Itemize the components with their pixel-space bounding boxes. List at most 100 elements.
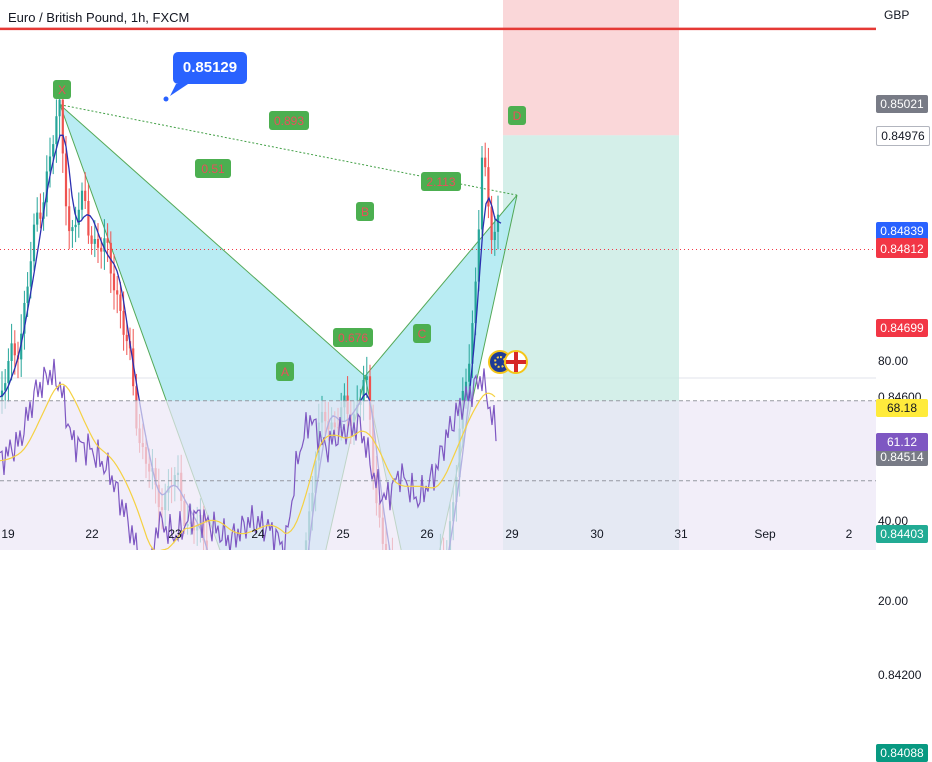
candle-body — [7, 360, 10, 384]
pattern-label-text: 0.51 — [201, 162, 225, 176]
gb-flag-icon[interactable] — [504, 350, 528, 374]
candle-body — [490, 206, 493, 241]
pattern-label-D: D — [508, 106, 526, 125]
candle-body — [74, 224, 77, 228]
candle-body — [116, 290, 119, 295]
candle-body — [493, 231, 496, 241]
pattern-label-0.893: 0.893 — [269, 111, 309, 130]
pattern-label-box — [356, 202, 374, 221]
time-tick: 19 — [1, 527, 15, 541]
pattern-label-0.676: 0.676 — [333, 328, 373, 347]
rsi-tag: 80.00 — [878, 353, 909, 368]
pattern-label-box — [53, 80, 71, 99]
time-tick: 22 — [85, 527, 99, 541]
price-tag: 0.84812 — [876, 240, 928, 259]
candle-body — [87, 200, 90, 236]
time-tick: 30 — [590, 527, 604, 541]
candle-body — [484, 157, 487, 168]
pattern-label-C: C — [413, 324, 431, 343]
candle-body — [468, 363, 471, 382]
candle-body — [64, 153, 68, 207]
candle-body — [10, 343, 13, 361]
pattern-label-text: D — [513, 109, 522, 123]
pattern-label-box — [333, 328, 373, 347]
time-tick: Sep — [754, 527, 776, 541]
price-tag: 0.84088 — [876, 744, 928, 762]
candle-body — [487, 167, 490, 207]
candle-body — [55, 116, 58, 145]
candle-body — [103, 238, 106, 252]
candle-body — [100, 247, 103, 252]
candle-body — [71, 227, 74, 232]
callout-pointer — [170, 84, 188, 96]
pattern-label-text: B — [361, 205, 369, 219]
price-tag: 0.84699 — [876, 319, 928, 338]
callout-anchor — [163, 96, 169, 102]
pattern-label-0.51: 0.51 — [195, 159, 231, 178]
candle-body — [125, 334, 128, 342]
pattern-label-box — [508, 106, 526, 125]
candle-body — [119, 294, 122, 311]
price-tag: 0.85021 — [876, 95, 928, 113]
time-tick: 26 — [420, 527, 434, 541]
candle-body — [39, 212, 42, 219]
candle-body — [77, 209, 80, 225]
candle-body — [0, 390, 4, 398]
price-tag: 0.84514 — [876, 447, 928, 466]
pattern-label-box — [413, 324, 431, 343]
price-tag: 0.84403 — [876, 525, 928, 544]
time-tick: 23 — [168, 527, 182, 541]
pattern-label-2.113: 2.113 — [421, 172, 461, 191]
candle-body — [23, 302, 26, 334]
pattern-label-text: 0.893 — [274, 114, 304, 128]
rsi-line — [0, 358, 497, 602]
candle-body — [362, 379, 365, 402]
candle-body — [368, 376, 372, 420]
candle-body — [90, 235, 93, 244]
stop-loss-zone — [503, 0, 679, 136]
time-tick: 24 — [251, 527, 265, 541]
candle-body — [496, 214, 500, 232]
time-tick: 25 — [336, 527, 350, 541]
candle-body — [68, 206, 71, 232]
candle-body — [36, 212, 39, 225]
candle-body — [61, 99, 64, 154]
rsi-tag: 20.00 — [878, 593, 909, 608]
candle-body — [48, 156, 52, 172]
pattern-label-box — [269, 111, 309, 130]
pattern-label-text: 2.113 — [426, 175, 455, 189]
candle-body — [106, 238, 109, 243]
candle-body — [80, 190, 84, 210]
candle-body — [471, 323, 474, 364]
time-tick: 2 — [845, 527, 853, 541]
price-tag: 0.84976 — [876, 126, 930, 147]
pattern-label-X: X — [53, 80, 71, 99]
candle-body — [480, 157, 484, 230]
price-tag: 0.84200 — [878, 668, 922, 683]
rsi-tag: 40.00 — [878, 513, 909, 528]
time-tick: 31 — [674, 527, 688, 541]
chart-title: Euro / British Pound, 1h, FXCM — [8, 10, 190, 25]
candle-body — [112, 273, 116, 291]
pattern-label-box — [421, 172, 461, 191]
candle-body — [45, 171, 48, 203]
candle-body — [84, 190, 87, 201]
price-tag: 0.84839 — [876, 221, 928, 240]
pattern-label-box — [276, 362, 294, 381]
candle-body — [477, 229, 480, 282]
candle-body — [109, 242, 112, 274]
candle-body — [365, 376, 368, 380]
candle-body — [13, 343, 16, 356]
pattern-label-text: A — [281, 365, 289, 379]
price-callout[interactable]: 0.85129 — [173, 52, 247, 84]
pattern-label-B: B — [356, 202, 374, 221]
candle-body — [58, 99, 61, 117]
candle-body — [96, 238, 100, 248]
candle-body — [474, 281, 477, 324]
candle-body — [26, 286, 29, 303]
candle-body — [52, 144, 55, 157]
candle-body — [32, 224, 36, 262]
pattern-label-box — [195, 159, 231, 178]
